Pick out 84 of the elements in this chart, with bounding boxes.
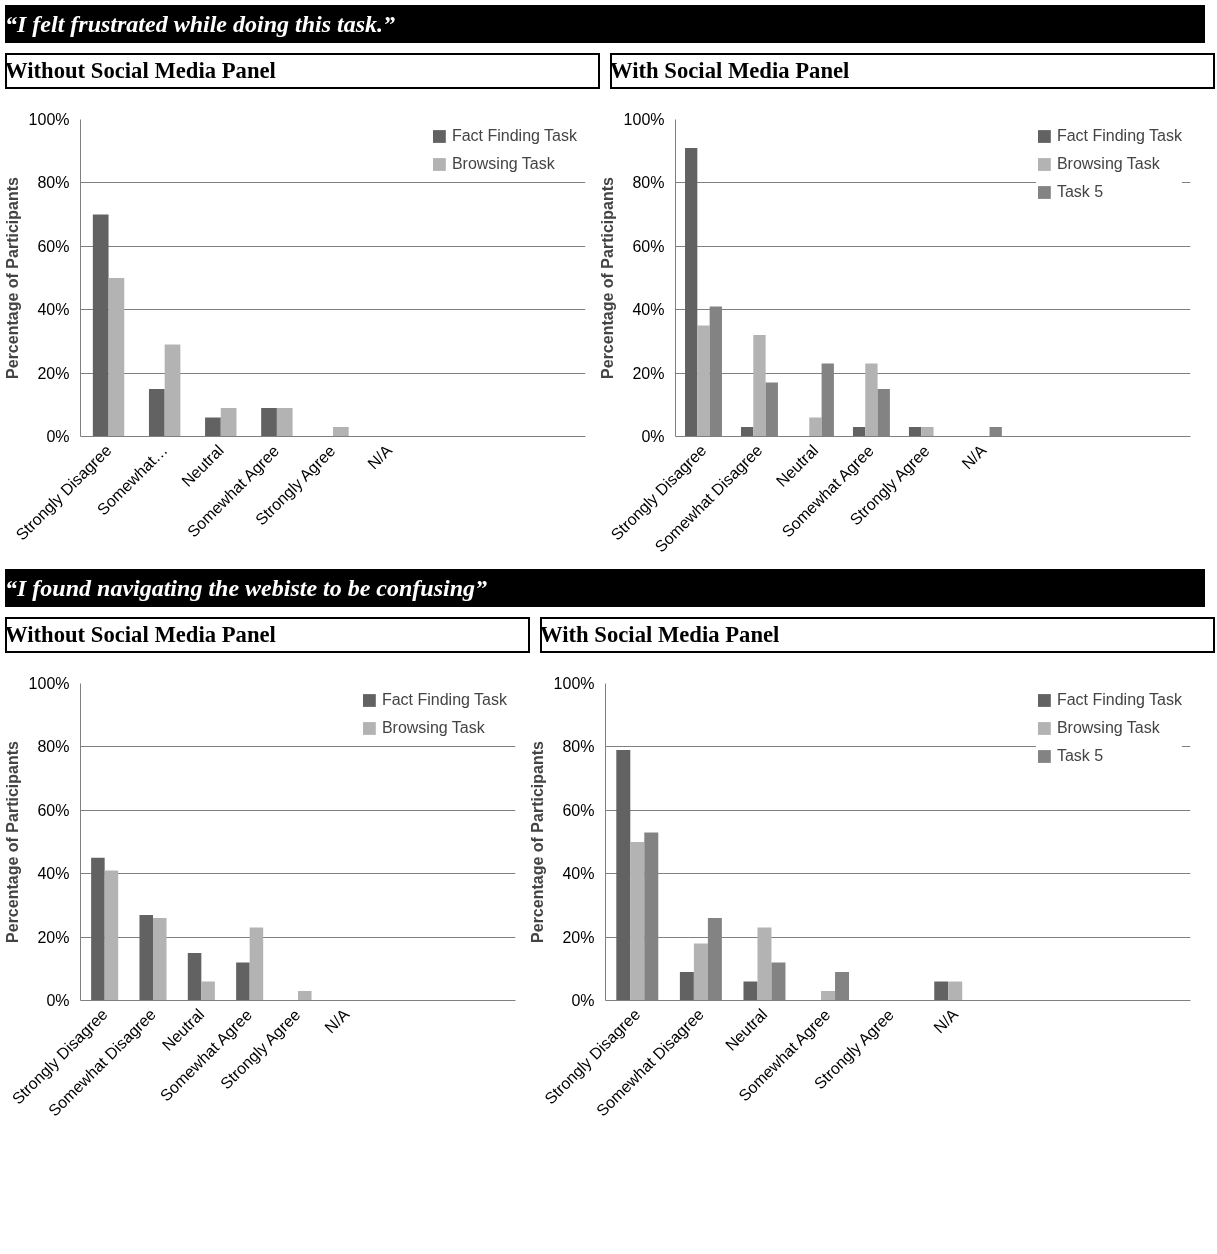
y-tick-label: 100% (623, 111, 665, 128)
bar (908, 426, 922, 437)
y-tick-label: 80% (562, 738, 595, 756)
legend-label: Task 5 (1056, 747, 1104, 765)
y-axis-title: Percentage of Participants (598, 176, 616, 379)
bar (921, 426, 934, 437)
bar (753, 335, 766, 437)
bar (148, 388, 165, 437)
bar (685, 148, 698, 437)
legend-label: Fact Finding Task (451, 127, 577, 145)
y-tick-label: 0% (46, 428, 70, 445)
bar (743, 981, 758, 1001)
bar (630, 842, 645, 1001)
legend-label: Browsing Task (451, 155, 555, 173)
legend-label: Fact Finding Task (1056, 127, 1182, 145)
bar (821, 990, 836, 1001)
x-tick-label: N/A (958, 441, 990, 473)
y-tick-label: 60% (632, 237, 665, 255)
bar (261, 407, 277, 437)
y-tick-label: 0% (641, 428, 665, 445)
y-tick-label: 0% (571, 992, 595, 1009)
bar (333, 426, 349, 437)
bar (220, 407, 237, 437)
bar (236, 962, 250, 1001)
bar (201, 981, 215, 1001)
x-tick-label: N/A (364, 441, 396, 473)
bar (679, 971, 694, 1001)
bar (934, 981, 949, 1001)
y-axis-title: Percentage of Participants (3, 740, 21, 943)
bar (92, 214, 109, 437)
y-tick-label: 80% (632, 174, 665, 192)
bar (616, 750, 631, 1001)
y-tick-label: 20% (632, 364, 665, 382)
y-tick-label: 60% (37, 801, 70, 819)
bar (693, 943, 708, 1001)
y-tick-label: 80% (37, 738, 70, 756)
bar (187, 952, 202, 1001)
legend-label: Fact Finding Task (381, 691, 507, 709)
x-tick-label: N/A (930, 1005, 962, 1037)
chart-title: “I felt frustrated while doing this task.” (5, 10, 396, 39)
y-tick-label: 20% (37, 928, 70, 946)
bar (164, 344, 181, 437)
chart-subtitle: With Social Media Panel (610, 57, 850, 85)
bar (757, 927, 772, 1001)
bar (852, 426, 866, 437)
y-axis-title: Percentage of Participants (3, 176, 21, 379)
y-tick-label: 40% (37, 301, 70, 319)
y-tick-label: 100% (553, 675, 595, 692)
bar (104, 870, 119, 1001)
y-tick-label: 40% (632, 301, 665, 319)
chart-subtitle: Without Social Media Panel (5, 621, 276, 649)
y-tick-label: 20% (37, 364, 70, 382)
y-axis-title: Percentage of Participants (528, 740, 546, 943)
bar (276, 407, 293, 437)
chart-subtitle: With Social Media Panel (540, 621, 780, 649)
legend-label: Browsing Task (1056, 155, 1160, 173)
bar (865, 363, 878, 437)
bar (740, 426, 754, 437)
bar (249, 927, 264, 1001)
bar (205, 417, 221, 437)
y-tick-label: 100% (28, 675, 70, 692)
bar (108, 278, 125, 437)
legend-label: Browsing Task (1056, 719, 1160, 737)
y-tick-label: 60% (37, 237, 70, 255)
legend-label: Browsing Task (381, 719, 485, 737)
bar (91, 857, 105, 1001)
y-tick-label: 0% (46, 992, 70, 1009)
chart-title: “I found navigating the webiste to be confusing” (5, 574, 488, 603)
bar (697, 325, 710, 437)
bar (298, 990, 312, 1001)
bar (153, 918, 167, 1001)
bar (139, 914, 153, 1001)
y-tick-label: 60% (562, 801, 595, 819)
y-tick-label: 40% (37, 865, 70, 883)
bar (948, 981, 963, 1001)
y-tick-label: 80% (37, 174, 70, 192)
chart-subtitle: Without Social Media Panel (5, 57, 276, 85)
y-tick-label: 40% (562, 865, 595, 883)
y-tick-label: 20% (562, 928, 595, 946)
x-tick-label: N/A (321, 1005, 353, 1037)
bar (809, 417, 822, 437)
y-tick-label: 100% (28, 111, 70, 128)
legend-label: Task 5 (1056, 183, 1104, 201)
legend-label: Fact Finding Task (1056, 691, 1182, 709)
